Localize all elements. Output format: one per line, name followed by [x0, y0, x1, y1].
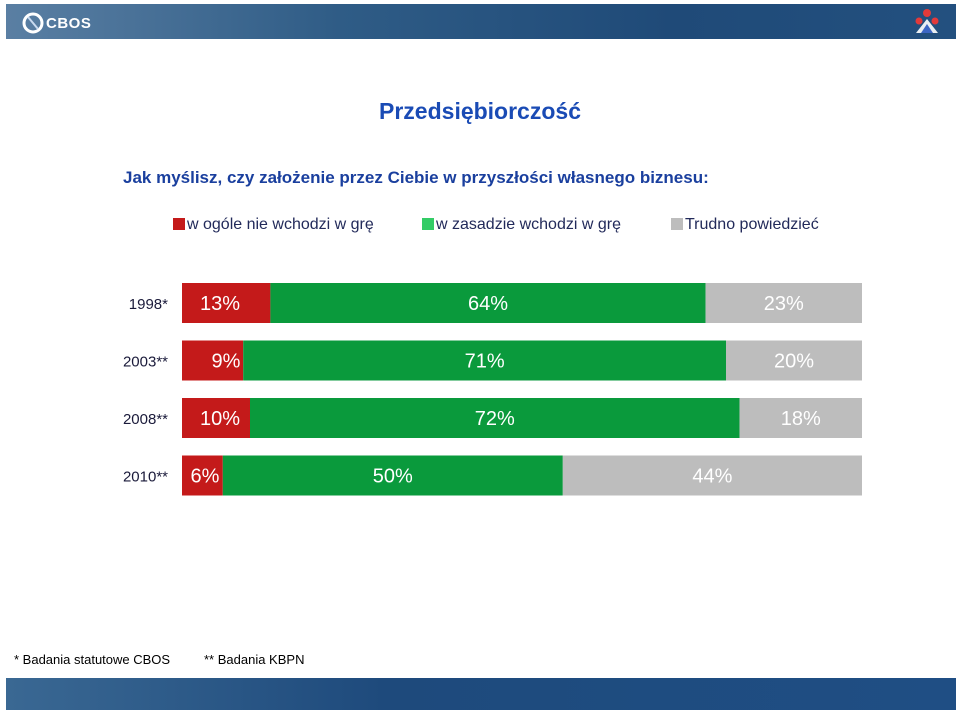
- category-label-2010: 2010**: [123, 469, 168, 486]
- legend-label: Trudno powiedzieć: [685, 216, 819, 233]
- category-label-1998: 1998*: [129, 296, 168, 313]
- data-label-1998-series-2: 23%: [764, 293, 804, 315]
- category-label-2003: 2003**: [123, 354, 168, 371]
- bar-segment-1998-series-2: [705, 283, 862, 323]
- data-label-2010-series-0: 6%: [191, 466, 220, 488]
- survey-question: Jak myślisz, czy założenie przez Ciebie …: [123, 168, 709, 187]
- bar-segment-1998-series-0: [182, 283, 271, 323]
- data-label-2003-series-0: 9%: [212, 351, 241, 373]
- bar-segment-2008-series-1: [250, 398, 740, 438]
- bar-segment-2008-series-2: [739, 398, 862, 438]
- bar-segment-2008-series-0: [182, 398, 250, 438]
- legend-swatch: [422, 218, 434, 230]
- legend-swatch: [173, 218, 185, 230]
- bar-segment-2003-series-1: [243, 340, 726, 381]
- page-title: Przedsiębiorczość: [379, 98, 581, 124]
- data-label-2010-series-1: 50%: [373, 466, 413, 488]
- legend-label: w zasadzie wchodzi w grę: [436, 216, 621, 233]
- data-label-2003-series-2: 20%: [774, 351, 814, 373]
- logo-text: CBOS: [46, 15, 92, 32]
- header-bar: CBOS: [6, 4, 956, 39]
- bar-segment-2003-series-2: [726, 340, 862, 381]
- data-label-2008-series-1: 72%: [475, 408, 515, 430]
- legend-item-red: w ogóle nie wchodzi w grę: [173, 216, 374, 234]
- footer-bar: [6, 678, 956, 710]
- cbos-logo-icon: [22, 12, 44, 34]
- data-label-2010-series-2: 44%: [692, 466, 732, 488]
- bar-segment-2010-series-1: [222, 455, 563, 496]
- legend-item-gray: Trudno powiedzieć: [671, 216, 819, 234]
- data-label-2008-series-0: 10%: [200, 408, 240, 430]
- legend-label: w ogóle nie wchodzi w grę: [187, 216, 374, 233]
- bar-segment-2003-series-0: [182, 340, 244, 381]
- legend-swatch: [671, 218, 683, 230]
- data-label-2008-series-2: 18%: [781, 408, 821, 430]
- data-label-2003-series-1: 71%: [465, 351, 505, 373]
- bar-segment-2010-series-2: [562, 455, 862, 496]
- bar-segment-1998-series-1: [270, 283, 706, 323]
- footnote-cbos: * Badania statutowe CBOS: [14, 652, 171, 667]
- category-label-2008: 2008**: [123, 411, 168, 428]
- data-label-1998-series-1: 64%: [468, 293, 508, 315]
- legend-item-green: w zasadzie wchodzi w grę: [422, 216, 621, 234]
- footnote-kbpn: ** Badania KBPN: [204, 652, 305, 667]
- bar-segment-2010-series-0: [182, 455, 223, 496]
- data-label-1998-series-0: 13%: [200, 293, 240, 315]
- people-icon: [915, 9, 939, 33]
